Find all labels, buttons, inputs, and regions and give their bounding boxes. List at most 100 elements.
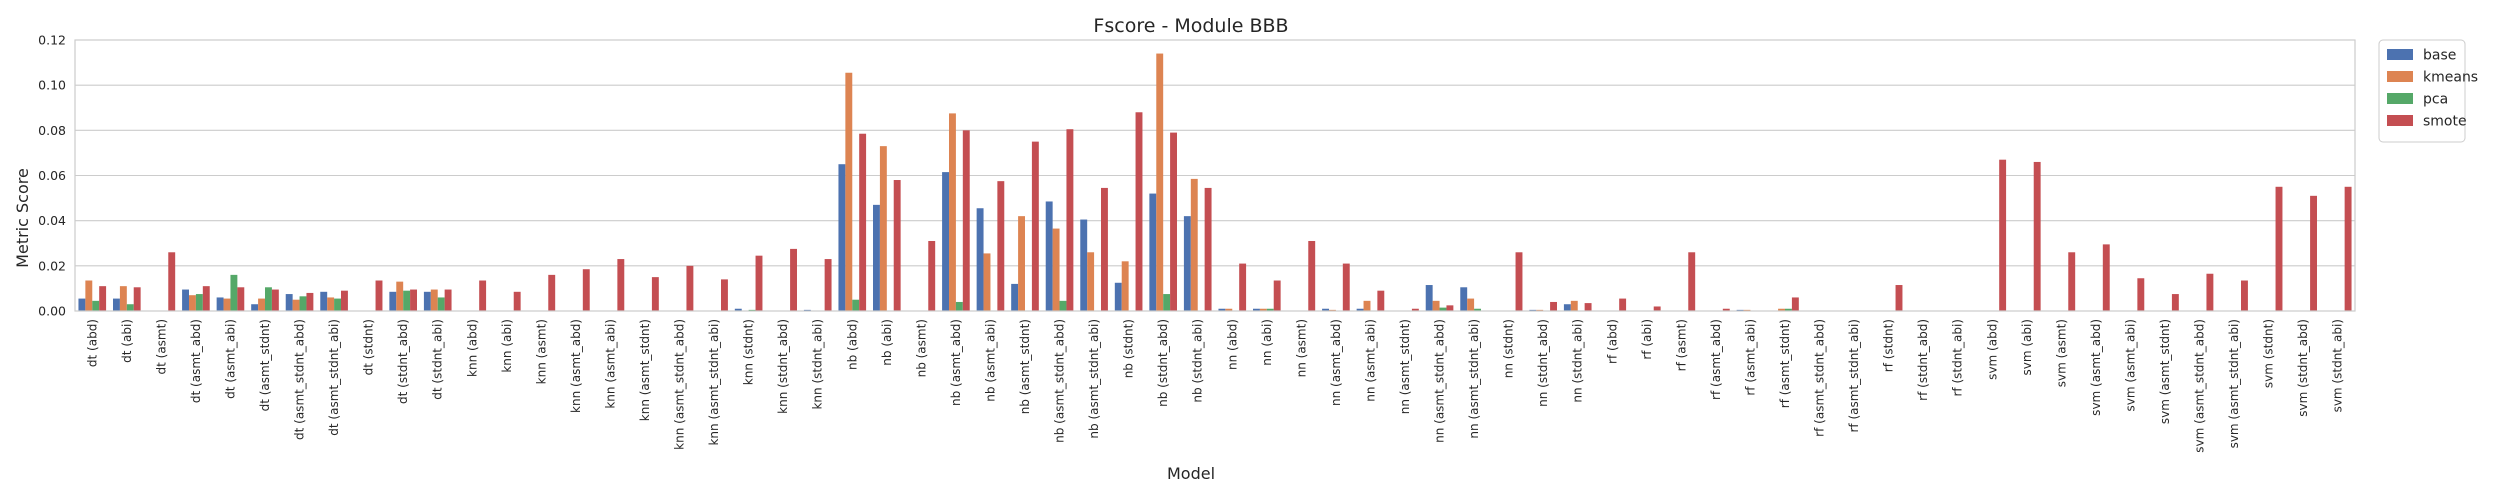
bar-smote <box>1101 187 1108 311</box>
bar-kmeans <box>1087 252 1095 311</box>
bar-pca <box>265 287 272 311</box>
bar-kmeans <box>1778 308 1785 311</box>
bar-base <box>423 291 431 311</box>
bar-smote <box>2241 280 2248 311</box>
x-tick-label: svm (stdnt_abd) <box>2296 319 2310 417</box>
x-tick-label: dt (stdnt_abd) <box>396 319 410 404</box>
x-tick-label: knn (abi) <box>500 319 514 373</box>
y-tick-label: 0.06 <box>38 168 66 183</box>
bar-base <box>838 164 846 311</box>
bar-base <box>1460 287 1468 311</box>
bar-kmeans <box>223 298 231 311</box>
bar-base <box>251 304 259 311</box>
bar-smote <box>997 181 1005 311</box>
x-tick-label: nn (stdnt) <box>1502 319 1516 378</box>
bar-base <box>389 291 397 311</box>
bar-kmeans <box>983 253 991 311</box>
bar-smote <box>2171 294 2179 311</box>
x-tick-label: rf (asmt) <box>1674 319 1688 371</box>
legend-swatch-smote <box>2387 115 2413 126</box>
bar-smote <box>2344 186 2352 311</box>
bar-smote <box>1066 129 1074 311</box>
bar-base <box>320 291 328 311</box>
bar-smote <box>1411 308 1419 311</box>
x-tick-label: svm (asmt_abi) <box>2123 319 2137 412</box>
legend-label-kmeans: kmeans <box>2423 70 2478 86</box>
x-tick-label: knn (asmt_stdnt_abd) <box>673 319 687 450</box>
y-tick-label: 0.10 <box>38 78 66 93</box>
bar-smote <box>375 280 383 311</box>
x-tick-label: nn (abd) <box>1225 319 1239 370</box>
bar-smote <box>444 289 452 311</box>
bar-kmeans <box>1467 298 1475 311</box>
bar-kmeans <box>189 295 196 311</box>
bar-smote <box>790 248 797 311</box>
x-tick-label: rf (asmt_stdnt) <box>1778 319 1792 408</box>
x-tick-label: svm (stdnt_abi) <box>2331 319 2345 412</box>
bar-smote <box>1377 290 1385 311</box>
legend-swatch-base <box>2387 49 2413 60</box>
x-axis-label: Model <box>1167 464 1215 483</box>
bar-smote <box>1584 303 1592 311</box>
bar-kmeans <box>1259 308 1267 311</box>
y-tick-label: 0.08 <box>38 123 66 138</box>
bar-base <box>1149 193 1157 311</box>
bar-pca <box>92 300 100 311</box>
bar-smote <box>271 289 279 311</box>
bar-smote <box>99 286 107 311</box>
bar-base <box>942 172 949 311</box>
bar-smote <box>2275 186 2283 311</box>
bar-smote <box>306 292 314 311</box>
bar-smote <box>133 287 141 311</box>
bar-smote <box>1619 298 1627 311</box>
bars <box>78 53 2352 312</box>
y-tick-label: 0.02 <box>38 258 66 273</box>
bar-smote <box>168 252 176 311</box>
x-tick-label: svm (abd) <box>1985 319 1999 380</box>
x-tick-label: svm (abi) <box>2020 319 2034 376</box>
bar-smote <box>1170 132 1177 311</box>
legend-swatch-pca <box>2387 93 2413 104</box>
x-tick-label: nb (abi) <box>880 319 894 366</box>
x-tick-label: rf (stdnt_abi) <box>1951 319 1965 397</box>
bar-pca <box>403 290 411 311</box>
bar-smote <box>1550 301 1557 311</box>
bar-kmeans <box>396 281 404 311</box>
x-tick-label: dt (abd) <box>85 319 99 367</box>
bar-base <box>1218 308 1226 311</box>
x-tick-label: nb (stdnt_abi) <box>1191 319 1205 403</box>
bar-kmeans <box>949 113 956 311</box>
bar-smote <box>1239 263 1247 311</box>
bar-kmeans <box>1363 300 1371 311</box>
x-tick-label: rf (asmt_abd) <box>1709 319 1723 400</box>
x-tick-label: svm (asmt_abd) <box>2089 319 2103 416</box>
x-tick-label: knn (abd) <box>465 319 479 377</box>
y-tick-label: 0.00 <box>38 304 66 319</box>
x-tick-label: dt (asmt_stdnt) <box>258 319 272 411</box>
x-tick-label: rf (stdnt) <box>1882 319 1896 372</box>
bar-smote <box>721 279 728 311</box>
bar-kmeans <box>1018 216 1025 311</box>
bar-smote <box>2068 252 2076 311</box>
x-tick-label: nb (abd) <box>845 319 859 370</box>
x-tick-label: rf (asmt_stdnt_abd) <box>1813 319 1827 437</box>
bar-smote <box>1515 252 1523 311</box>
x-tick-label: knn (asmt) <box>534 319 548 384</box>
x-tick-label: nb (asmt_stdnt) <box>1018 319 1032 414</box>
bar-smote <box>1273 280 1281 311</box>
x-tick-label: rf (abd) <box>1605 319 1619 364</box>
bar-base <box>734 308 742 311</box>
bar-base <box>216 297 224 311</box>
bar-kmeans <box>879 146 887 311</box>
x-tick-label: knn (asmt_stdnt) <box>638 319 652 421</box>
bar-smote <box>1135 112 1143 312</box>
bar-base <box>285 294 293 311</box>
x-tick-label: nn (stdnt_abi) <box>1571 319 1585 403</box>
bar-kmeans <box>85 280 93 311</box>
bar-kmeans <box>258 298 265 311</box>
bar-smote <box>1653 306 1661 311</box>
bar-smote <box>824 259 832 311</box>
x-tick-label: nn (asmt_abd) <box>1329 319 1343 406</box>
bar-base <box>1045 201 1053 311</box>
